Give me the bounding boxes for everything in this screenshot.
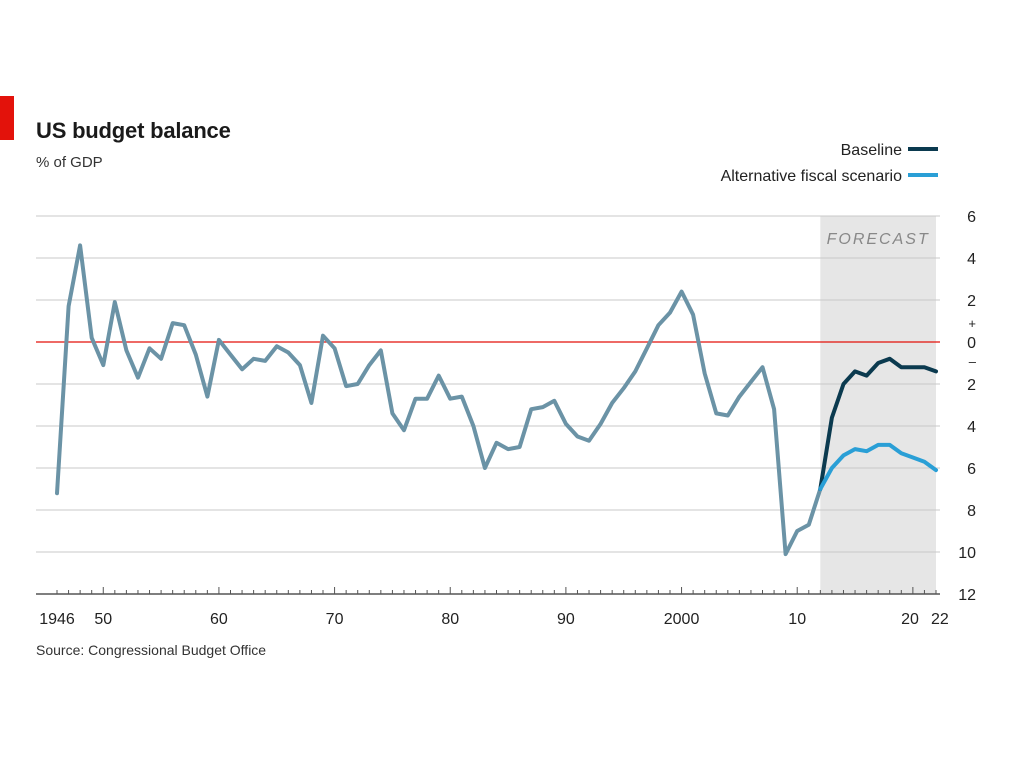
chart-legend: Baseline Alternative fiscal scenario	[721, 140, 938, 192]
y-tick-label: 6	[967, 209, 976, 226]
y-tick-label: 6	[967, 461, 976, 478]
x-tick-label: 90	[557, 611, 575, 628]
x-tick-label: 2000	[664, 611, 700, 628]
chart-title: US budget balance	[36, 118, 231, 143]
series-line-alternative-fiscal-scenario	[818, 442, 938, 491]
legend-label-alternative: Alternative fiscal scenario	[720, 168, 902, 185]
brand-red-tag	[0, 96, 14, 140]
y-tick-label: 0	[967, 335, 976, 352]
legend-item-baseline: Baseline	[721, 140, 938, 166]
y-tick-label: 2	[967, 293, 976, 310]
x-tick-label: 10	[788, 611, 806, 628]
legend-swatch-alternative	[908, 173, 938, 178]
y-tick-label: 8	[967, 503, 976, 520]
forecast-region	[820, 216, 936, 594]
x-tick-label: 80	[441, 611, 459, 628]
y-sign-minus: –	[969, 354, 977, 369]
y-tick-label: 2	[967, 377, 976, 394]
series-line-historical	[55, 243, 823, 557]
legend-label-baseline: Baseline	[840, 142, 902, 159]
x-tick-label: 22	[931, 611, 949, 628]
x-tick-label: 70	[326, 611, 344, 628]
x-tick-label: 20	[901, 611, 919, 628]
chart-subtitle: % of GDP	[36, 154, 103, 171]
x-tick-label: 50	[94, 611, 112, 628]
y-tick-label: 12	[958, 587, 976, 604]
y-tick-label: 10	[958, 545, 976, 562]
y-sign-plus: +	[968, 316, 976, 331]
forecast-label: FORECAST	[827, 231, 930, 248]
x-tick-label: 60	[210, 611, 228, 628]
y-tick-label: 4	[967, 419, 976, 436]
y-tick-label: 4	[967, 251, 976, 268]
legend-item-alternative: Alternative fiscal scenario	[721, 166, 938, 192]
x-tick-label: 1946	[39, 611, 75, 628]
chart-source: Source: Congressional Budget Office	[36, 642, 267, 658]
legend-swatch-baseline	[908, 147, 938, 152]
series-line-baseline	[818, 356, 938, 491]
